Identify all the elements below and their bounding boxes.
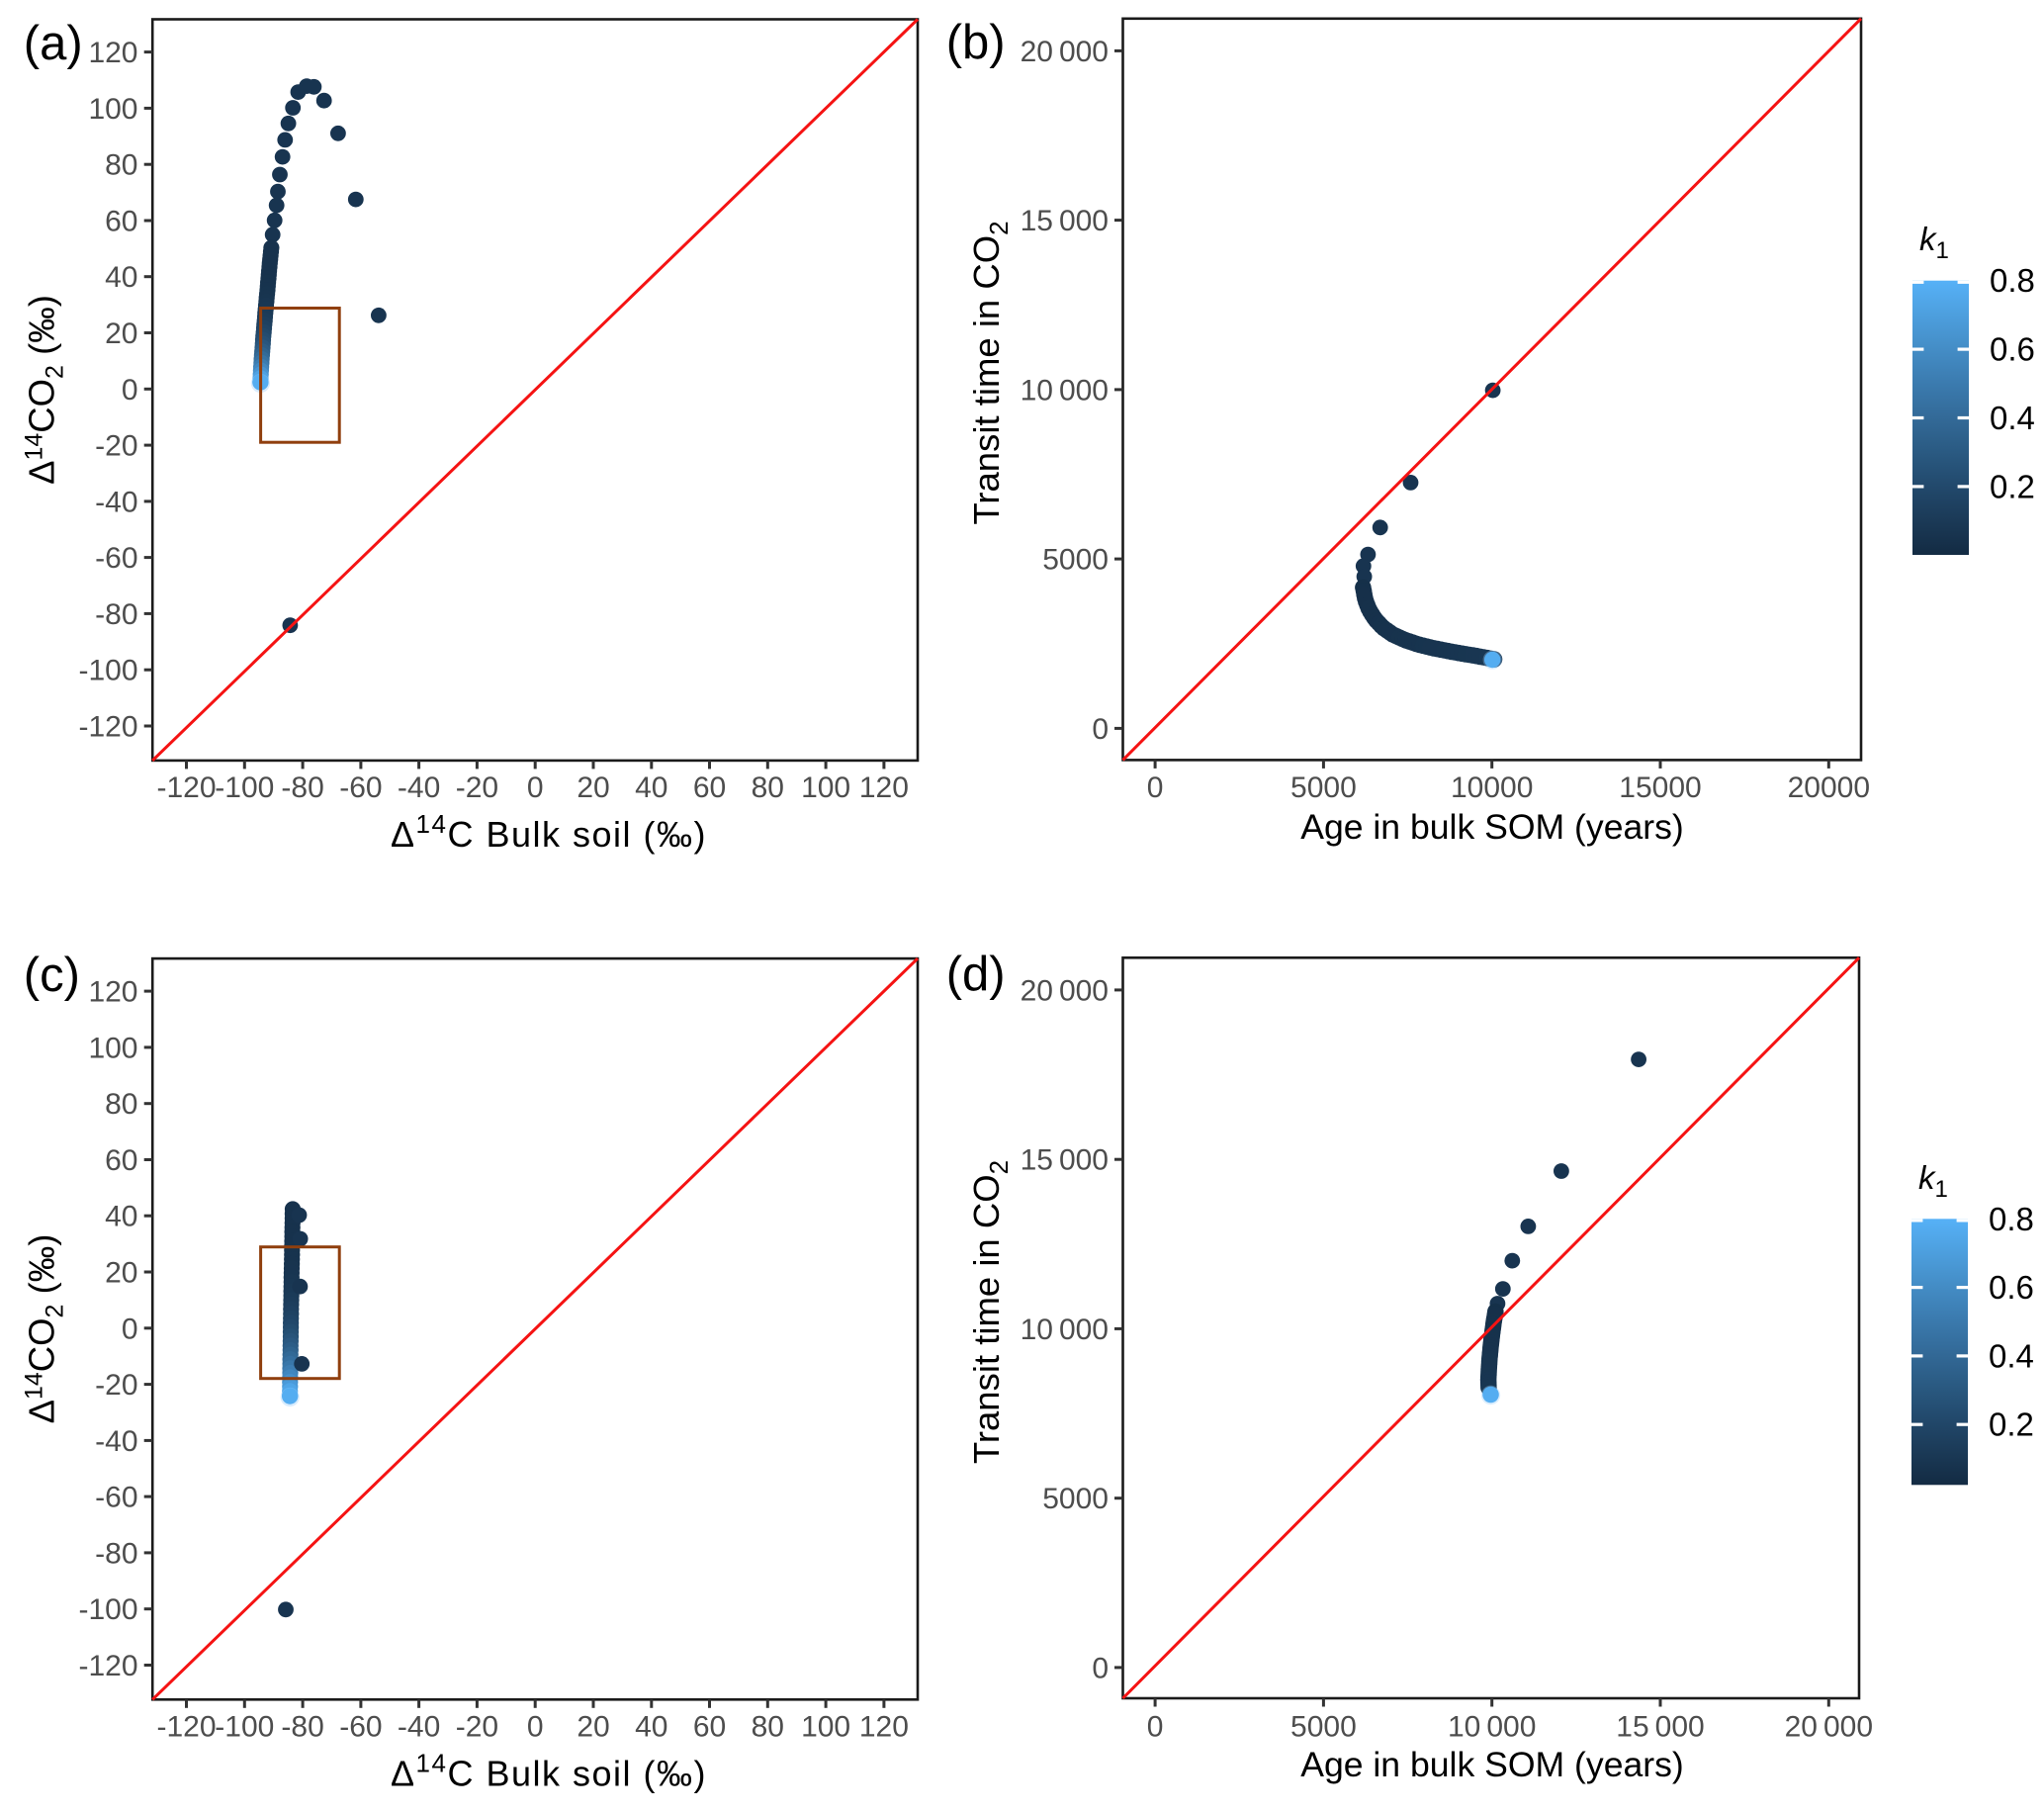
svg-text:5000: 5000 <box>1290 771 1357 804</box>
svg-text:0: 0 <box>122 1313 138 1345</box>
svg-text:Age in bulk SOM (years): Age in bulk SOM (years) <box>1300 807 1684 847</box>
svg-text:100: 100 <box>88 1032 137 1064</box>
svg-text:20 000: 20 000 <box>1785 1711 1873 1744</box>
svg-text:100: 100 <box>88 93 137 126</box>
svg-text:(c): (c) <box>24 949 80 1002</box>
svg-text:15 000: 15 000 <box>1021 205 1109 237</box>
svg-text:Δ14CO2 (‰): Δ14CO2 (‰) <box>21 295 69 485</box>
svg-text:Δ14C Bulk soil (‰): Δ14C Bulk soil (‰) <box>391 809 707 855</box>
svg-text:80: 80 <box>752 771 784 804</box>
svg-text:-120: -120 <box>78 1650 137 1682</box>
svg-text:(a): (a) <box>24 17 83 70</box>
svg-text:5000: 5000 <box>1042 1483 1109 1515</box>
svg-text:20 000: 20 000 <box>1021 36 1109 68</box>
svg-text:-40: -40 <box>398 1711 440 1744</box>
svg-text:60: 60 <box>105 206 137 238</box>
svg-text:80: 80 <box>105 149 137 182</box>
svg-text:(d): (d) <box>946 948 1006 1001</box>
svg-text:0: 0 <box>122 374 138 407</box>
svg-text:-60: -60 <box>95 542 137 575</box>
svg-text:-20: -20 <box>456 1711 498 1744</box>
svg-text:60: 60 <box>693 1711 726 1744</box>
svg-text:0.4: 0.4 <box>1989 1337 2034 1374</box>
svg-text:-40: -40 <box>398 771 440 804</box>
svg-text:20 000: 20 000 <box>1021 974 1109 1007</box>
svg-text:-120: -120 <box>156 1711 216 1744</box>
svg-text:-20: -20 <box>456 771 498 804</box>
svg-text:20: 20 <box>577 1711 609 1744</box>
svg-text:40: 40 <box>635 1711 667 1744</box>
svg-text:0.2: 0.2 <box>1989 1406 2034 1443</box>
svg-text:15 000: 15 000 <box>1021 1144 1109 1177</box>
svg-text:-80: -80 <box>281 771 323 804</box>
svg-text:-40: -40 <box>95 1425 137 1458</box>
svg-text:10000: 10000 <box>1451 771 1533 804</box>
svg-text:0.6: 0.6 <box>1990 331 2035 368</box>
svg-text:0: 0 <box>1092 713 1109 746</box>
svg-text:120: 120 <box>88 976 137 1009</box>
svg-text:-60: -60 <box>339 1711 382 1744</box>
svg-text:-120: -120 <box>156 771 216 804</box>
svg-text:10 000: 10 000 <box>1448 1711 1536 1744</box>
svg-text:-20: -20 <box>95 430 137 463</box>
svg-text:100: 100 <box>801 771 850 804</box>
svg-text:40: 40 <box>635 771 667 804</box>
svg-text:Transit time in CO2: Transit time in CO2 <box>966 1160 1014 1464</box>
svg-text:20: 20 <box>577 771 609 804</box>
svg-text:Transit time in CO2: Transit time in CO2 <box>966 221 1014 524</box>
svg-text:0: 0 <box>1147 771 1164 804</box>
svg-text:-80: -80 <box>281 1711 323 1744</box>
svg-text:5000: 5000 <box>1042 544 1109 577</box>
svg-text:-20: -20 <box>95 1369 137 1402</box>
svg-text:60: 60 <box>693 771 726 804</box>
svg-text:-100: -100 <box>78 1593 137 1626</box>
svg-text:10 000: 10 000 <box>1021 374 1109 407</box>
svg-text:15 000: 15 000 <box>1616 1711 1704 1744</box>
svg-text:-60: -60 <box>95 1482 137 1514</box>
svg-text:40: 40 <box>105 261 137 294</box>
svg-text:10 000: 10 000 <box>1021 1314 1109 1346</box>
svg-text:15000: 15000 <box>1619 771 1701 804</box>
svg-text:-40: -40 <box>95 486 137 518</box>
svg-text:0: 0 <box>527 1711 544 1744</box>
svg-text:0: 0 <box>527 771 544 804</box>
svg-text:20: 20 <box>105 317 137 350</box>
svg-text:80: 80 <box>105 1088 137 1121</box>
svg-text:-60: -60 <box>339 771 382 804</box>
svg-text:5000: 5000 <box>1290 1711 1357 1744</box>
svg-text:20: 20 <box>105 1257 137 1290</box>
svg-text:-80: -80 <box>95 598 137 631</box>
svg-text:0.4: 0.4 <box>1990 400 2035 436</box>
svg-text:80: 80 <box>752 1711 784 1744</box>
svg-text:Age in bulk SOM (years): Age in bulk SOM (years) <box>1300 1745 1684 1784</box>
svg-text:0.8: 0.8 <box>1990 262 2035 299</box>
svg-text:0.2: 0.2 <box>1990 468 2035 504</box>
svg-text:120: 120 <box>859 1711 909 1744</box>
svg-text:0: 0 <box>1147 1711 1164 1744</box>
svg-text:20000: 20000 <box>1788 771 1870 804</box>
svg-text:100: 100 <box>801 1711 850 1744</box>
svg-text:-100: -100 <box>215 771 274 804</box>
svg-text:120: 120 <box>88 37 137 69</box>
svg-text:-120: -120 <box>78 711 137 744</box>
svg-text:0: 0 <box>1092 1652 1109 1684</box>
svg-text:(b): (b) <box>946 16 1006 69</box>
svg-text:120: 120 <box>859 771 909 804</box>
svg-text:-100: -100 <box>215 1711 274 1744</box>
svg-text:0.8: 0.8 <box>1989 1201 2034 1237</box>
svg-text:-80: -80 <box>95 1537 137 1570</box>
svg-text:40: 40 <box>105 1201 137 1233</box>
svg-text:0.6: 0.6 <box>1989 1269 2034 1306</box>
svg-text:60: 60 <box>105 1144 137 1177</box>
svg-text:-100: -100 <box>78 655 137 687</box>
